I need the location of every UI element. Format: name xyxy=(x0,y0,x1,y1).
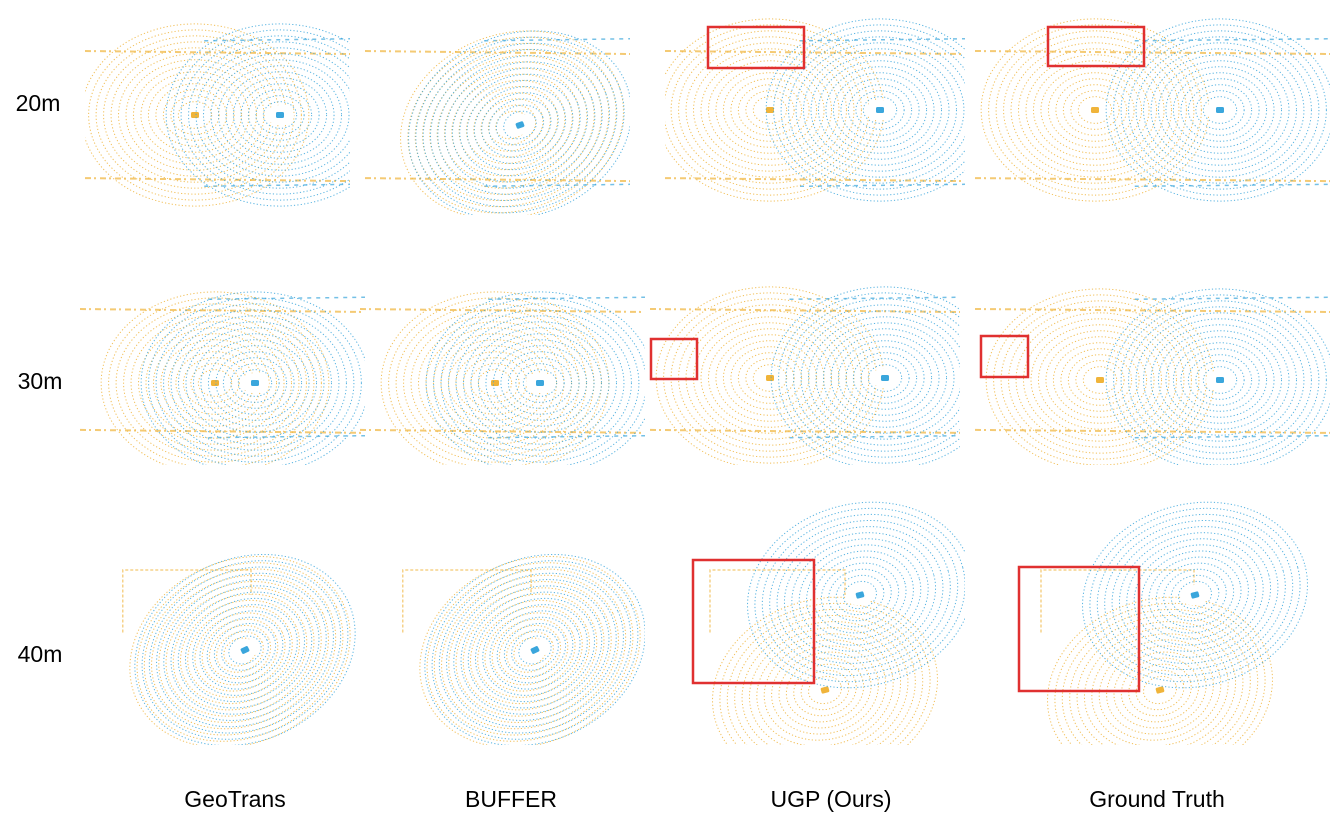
vehicle xyxy=(191,112,199,118)
panels xyxy=(80,0,1334,807)
scan xyxy=(981,19,1209,201)
highlight-box xyxy=(693,560,814,683)
vehicle xyxy=(536,380,544,386)
point-cloud-panel xyxy=(80,292,369,474)
vehicle xyxy=(1091,107,1099,113)
column-label: BUFFER xyxy=(465,786,557,812)
figure: 20m 30m 40m GeoTrans BUFFER UGP (Ours) G… xyxy=(0,0,1338,818)
structure xyxy=(484,184,630,186)
structure xyxy=(208,436,365,438)
point-cloud-panel xyxy=(388,519,676,782)
point-cloud-panel xyxy=(650,287,999,469)
structure xyxy=(80,430,365,433)
vehicle xyxy=(766,107,774,113)
column-label: GeoTrans xyxy=(184,786,285,812)
highlight-box xyxy=(1019,567,1139,691)
structure xyxy=(975,430,1330,433)
point-cloud-panel xyxy=(1026,478,1328,808)
structure xyxy=(360,309,645,312)
scan xyxy=(426,292,654,474)
vehicle xyxy=(251,380,259,386)
column-label: Ground Truth xyxy=(1089,786,1225,812)
row-label: 40m xyxy=(18,641,63,667)
structure xyxy=(975,178,1330,181)
vehicle xyxy=(876,107,884,113)
structure xyxy=(204,39,350,41)
vehicle xyxy=(1096,377,1104,383)
scan xyxy=(726,478,993,713)
structure xyxy=(360,430,645,433)
vehicle xyxy=(1216,107,1224,113)
vehicle xyxy=(881,375,889,381)
vehicle xyxy=(276,112,284,118)
highlight-boxes xyxy=(651,27,1144,691)
scan xyxy=(141,292,369,474)
highlight-box xyxy=(1048,27,1144,66)
structure xyxy=(1135,39,1330,41)
scan xyxy=(101,292,329,474)
highlight-box xyxy=(708,27,804,68)
scan xyxy=(1106,289,1334,471)
structure xyxy=(488,297,645,299)
structure xyxy=(1135,436,1330,438)
structure xyxy=(208,297,365,299)
row-label: 20m xyxy=(16,90,61,116)
scan xyxy=(771,287,999,469)
structure xyxy=(80,309,365,312)
vehicle xyxy=(1216,377,1224,383)
vehicle xyxy=(766,375,774,381)
structure xyxy=(665,178,965,181)
scan xyxy=(1106,19,1334,201)
point-cloud-panel xyxy=(975,19,1334,201)
point-cloud-panel xyxy=(975,289,1334,471)
point-cloud-panel xyxy=(360,292,654,474)
point-cloud-panel xyxy=(98,519,386,782)
vehicle xyxy=(491,380,499,386)
vehicle xyxy=(211,380,219,386)
scan xyxy=(986,289,1214,471)
structure xyxy=(800,184,965,186)
scan xyxy=(766,19,994,201)
structure xyxy=(1041,570,1194,633)
scan xyxy=(1061,478,1328,713)
structure xyxy=(650,309,960,312)
point-cloud-panel xyxy=(691,478,993,808)
scan xyxy=(656,19,884,201)
scan xyxy=(393,519,676,780)
structure xyxy=(1135,184,1330,186)
structure xyxy=(1135,297,1330,299)
row-label: 30m xyxy=(18,368,63,394)
column-label: UGP (Ours) xyxy=(771,786,892,812)
structure xyxy=(790,297,961,299)
page: 20m 30m 40m GeoTrans BUFFER UGP (Ours) G… xyxy=(0,0,1338,818)
scan xyxy=(103,519,386,780)
structure xyxy=(123,570,251,633)
scan xyxy=(691,573,958,808)
point-cloud-panel xyxy=(365,0,658,249)
scan xyxy=(381,292,609,474)
structure xyxy=(204,184,350,186)
point-cloud-panel xyxy=(81,24,394,206)
structure xyxy=(790,436,961,438)
